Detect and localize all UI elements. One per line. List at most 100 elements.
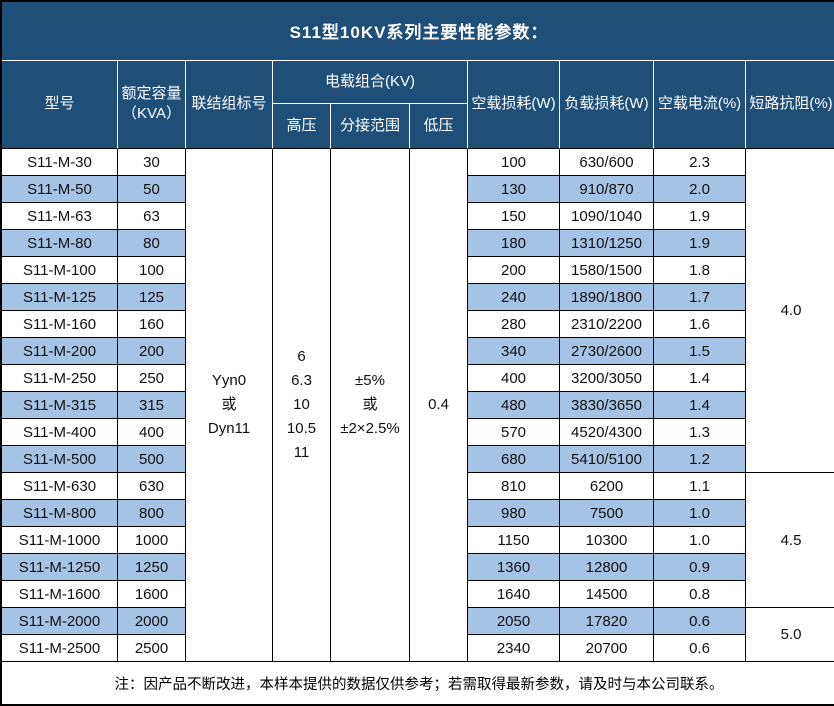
impedance-cell: 5.0 xyxy=(746,608,834,662)
footnote: 注：因产品不断改进，本样本提供的数据仅供参考；若需取得最新参数，请及时与本公司联… xyxy=(2,662,834,704)
capacity-cell: 1600 xyxy=(118,581,186,608)
model-cell: S11-M-2500 xyxy=(2,635,118,662)
table-row: S11-M-1250 1250 1360 12800 0.9 xyxy=(2,554,834,581)
capacity-cell: 500 xyxy=(118,446,186,473)
no-load-loss-cell: 980 xyxy=(468,500,560,527)
model-cell: S11-M-250 xyxy=(2,365,118,392)
load-loss-cell: 1310/1250 xyxy=(560,230,654,257)
load-loss-cell: 2730/2600 xyxy=(560,338,654,365)
model-cell: S11-M-200 xyxy=(2,338,118,365)
page-title: S11型10KV系列主要性能参数： xyxy=(2,2,834,61)
note-row: 注：因产品不断改进，本样本提供的数据仅供参考；若需取得最新参数，请及时与本公司联… xyxy=(2,662,834,704)
model-cell: S11-M-80 xyxy=(2,230,118,257)
capacity-cell: 50 xyxy=(118,176,186,203)
table-row: S11-M-30 30 Yyn0 或 Dyn11 6 6.3 10 10.5 11 ±5… xyxy=(2,149,834,662)
no-load-loss-cell: 200 xyxy=(468,257,560,284)
no-load-loss-cell: 1640 xyxy=(468,581,560,608)
table-row: S11-M-630 630 810 6200 1.1 4.5 xyxy=(2,473,834,608)
header-hv: 高压 xyxy=(273,104,331,149)
table-body: S11-M-30 30 Yyn0 或 Dyn11 6 6.3 10 10.5 11 ±5… xyxy=(2,149,834,662)
no-load-loss-cell: 340 xyxy=(468,338,560,365)
model-cell: S11-M-630 xyxy=(2,473,118,500)
table-row: S11-M-200 200 340 2730/2600 1.5 xyxy=(2,338,834,365)
hv-cell: 6 6.3 10 10.5 11 xyxy=(273,149,331,662)
model-cell: S11-M-1250 xyxy=(2,554,118,581)
model-cell: S11-M-800 xyxy=(2,500,118,527)
header-load-loss: 负载损耗(W) xyxy=(560,60,654,149)
table-row: S11-M-100 100 200 1580/1500 1.8 xyxy=(2,257,834,284)
capacity-cell: 160 xyxy=(118,311,186,338)
load-loss-cell: 2310/2200 xyxy=(560,311,654,338)
model-cell: S11-M-1600 xyxy=(2,581,118,608)
no-load-current-cell: 0.8 xyxy=(654,581,746,608)
table-row: S11-M-250 250 400 3200/3050 1.4 xyxy=(2,365,834,392)
model-cell: S11-M-63 xyxy=(2,203,118,230)
table-row: S11-M-160 160 280 2310/2200 1.6 xyxy=(2,311,834,338)
table-row: S11-M-400 400 570 4520/4300 1.3 xyxy=(2,419,834,446)
no-load-current-cell: 0.6 xyxy=(654,635,746,662)
no-load-current-cell: 1.0 xyxy=(654,527,746,554)
table-row: S11-M-1000 1000 1150 10300 1.0 xyxy=(2,527,834,554)
capacity-cell: 2000 xyxy=(118,608,186,635)
no-load-current-cell: 1.0 xyxy=(654,500,746,527)
no-load-current-cell: 1.8 xyxy=(654,257,746,284)
vector-group-cell: Yyn0 或 Dyn11 xyxy=(186,149,273,662)
table-row: S11-M-315 315 480 3830/3650 1.4 xyxy=(2,392,834,419)
table-row: S11-M-125 125 240 1890/1800 1.7 xyxy=(2,284,834,311)
no-load-loss-cell: 100 xyxy=(468,149,560,176)
no-load-current-cell: 1.5 xyxy=(654,338,746,365)
no-load-loss-cell: 1360 xyxy=(468,554,560,581)
model-cell: S11-M-100 xyxy=(2,257,118,284)
no-load-current-cell: 2.3 xyxy=(654,149,746,176)
capacity-cell: 400 xyxy=(118,419,186,446)
header-no-load-current: 空载电流(%) xyxy=(654,60,746,149)
table-row: S11-M-50 50 130 910/870 2.0 xyxy=(2,176,834,203)
load-loss-cell: 10300 xyxy=(560,527,654,554)
header-voltage-combo: 电载组合(KV) xyxy=(273,60,468,104)
impedance-cell: 4.0 xyxy=(746,149,834,473)
load-loss-cell: 12800 xyxy=(560,554,654,581)
model-cell: S11-M-125 xyxy=(2,284,118,311)
tap-range-cell: ±5% 或 ±2×2.5% xyxy=(331,149,410,662)
header-capacity: 额定容量 （KVA） xyxy=(118,60,186,149)
capacity-cell: 100 xyxy=(118,257,186,284)
model-cell: S11-M-30 xyxy=(2,149,118,176)
header-no-load-loss: 空载损耗(W) xyxy=(468,60,560,149)
no-load-current-cell: 1.3 xyxy=(654,419,746,446)
model-cell: S11-M-50 xyxy=(2,176,118,203)
capacity-cell: 80 xyxy=(118,230,186,257)
model-cell: S11-M-315 xyxy=(2,392,118,419)
capacity-cell: 800 xyxy=(118,500,186,527)
header-impedance: 短路抗阻(%) xyxy=(746,60,834,149)
no-load-loss-cell: 810 xyxy=(468,473,560,500)
no-load-loss-cell: 280 xyxy=(468,311,560,338)
no-load-current-cell: 1.9 xyxy=(654,230,746,257)
load-loss-cell: 3830/3650 xyxy=(560,392,654,419)
table-row: S11-M-2000 2000 2050 17820 0.6 5.0 xyxy=(2,608,834,662)
capacity-cell: 1000 xyxy=(118,527,186,554)
load-loss-cell: 4520/4300 xyxy=(560,419,654,446)
load-loss-cell: 1580/1500 xyxy=(560,257,654,284)
model-cell: S11-M-400 xyxy=(2,419,118,446)
no-load-loss-cell: 130 xyxy=(468,176,560,203)
no-load-loss-cell: 480 xyxy=(468,392,560,419)
no-load-current-cell: 1.9 xyxy=(654,203,746,230)
capacity-cell: 63 xyxy=(118,203,186,230)
title-row: S11型10KV系列主要性能参数： xyxy=(2,2,834,61)
no-load-loss-cell: 2050 xyxy=(468,608,560,635)
capacity-cell: 2500 xyxy=(118,635,186,662)
model-cell: S11-M-2000 xyxy=(2,608,118,635)
no-load-current-cell: 2.0 xyxy=(654,176,746,203)
load-loss-cell: 1090/1040 xyxy=(560,203,654,230)
load-loss-cell: 5410/5100 xyxy=(560,446,654,473)
impedance-cell: 4.5 xyxy=(746,473,834,608)
load-loss-cell: 3200/3050 xyxy=(560,365,654,392)
no-load-current-cell: 1.6 xyxy=(654,311,746,338)
header-model: 型号 xyxy=(2,60,118,149)
table-row: S11-M-63 63 150 1090/1040 1.9 xyxy=(2,203,834,230)
load-loss-cell: 630/600 xyxy=(560,149,654,176)
table-row: S11-M-2500 2500 2340 20700 0.6 xyxy=(2,635,834,662)
no-load-current-cell: 0.9 xyxy=(654,554,746,581)
model-cell: S11-M-160 xyxy=(2,311,118,338)
